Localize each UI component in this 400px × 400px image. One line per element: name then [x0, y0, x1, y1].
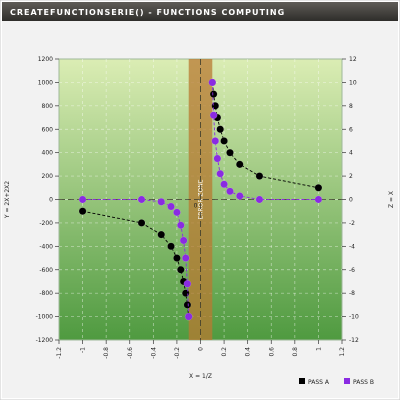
series-line-pass-b	[82, 199, 190, 317]
data-point-pass-a	[78, 207, 87, 216]
y-right-tick-label: 12	[349, 56, 357, 63]
legend: PASS A PASS B	[299, 378, 374, 386]
data-point-pass-b	[167, 202, 175, 211]
x-tick-label: -1.2	[56, 347, 63, 359]
x-tick-label: -0.6	[127, 347, 134, 359]
x-tick-label: -0.8	[103, 347, 110, 359]
data-point-pass-b	[216, 169, 225, 178]
data-point-pass-a	[216, 125, 225, 134]
y-right-tick-label: -6	[349, 267, 355, 274]
data-point-pass-b	[220, 180, 228, 189]
data-point-pass-b	[211, 137, 220, 145]
y-right-tick-label: -10	[349, 314, 359, 321]
data-point-pass-b	[255, 195, 264, 204]
x-axis-label: X = 1/Z	[189, 373, 212, 380]
y-right-tick-label: 6	[349, 126, 353, 133]
data-point-pass-a	[137, 219, 146, 227]
y-left-tick-label: 800	[42, 103, 54, 110]
error-zone-label: ERROR ZONE	[198, 179, 205, 219]
series-line-pass-a	[211, 82, 319, 189]
data-point-pass-a	[314, 183, 323, 192]
data-point-pass-b	[183, 279, 192, 288]
data-point-pass-a	[167, 242, 175, 251]
y-left-tick-label: -400	[39, 243, 53, 250]
x-tick-label: 0.2	[221, 347, 228, 357]
legend-label-pass-b: PASS B	[353, 379, 374, 386]
y-right-tick-label: -8	[349, 290, 355, 297]
x-tick-label: 0.4	[245, 347, 252, 357]
data-point-pass-b	[137, 195, 146, 204]
data-point-pass-b	[209, 111, 218, 120]
y-right-tick-label: -2	[349, 220, 355, 227]
data-point-pass-b	[314, 195, 323, 204]
series-line-pass-a	[82, 210, 190, 317]
y-right-tick-label: 0	[349, 197, 353, 204]
x-tick-label: 0	[198, 347, 205, 351]
y-right-tick-label: 8	[349, 103, 353, 110]
data-point-pass-a	[176, 265, 185, 274]
data-point-pass-b	[157, 197, 166, 206]
y-left-tick-label: 1000	[38, 79, 53, 86]
y-left-tick-label: 200	[42, 173, 54, 180]
y-left-tick-label: 0	[49, 197, 53, 204]
y-left-tick-label: -600	[39, 267, 53, 274]
y-right-tick-label: 4	[349, 150, 353, 157]
y-left-tick-label: -1200	[36, 337, 54, 344]
data-point-pass-a	[235, 160, 244, 169]
legend-swatch-pass-a	[299, 378, 305, 384]
y-left-tick-label: -200	[39, 220, 53, 227]
y-right-tick-label: -4	[349, 243, 355, 250]
data-point-pass-a	[255, 172, 264, 180]
data-point-pass-b	[179, 236, 188, 245]
data-point-pass-b	[208, 78, 217, 87]
data-point-pass-b	[173, 208, 181, 217]
data-point-pass-b	[213, 154, 222, 163]
data-point-pass-a	[173, 254, 181, 262]
data-point-pass-b	[226, 187, 234, 196]
data-point-pass-b	[181, 254, 190, 262]
data-point-pass-a	[220, 137, 228, 145]
data-point-pass-b	[78, 195, 87, 204]
x-tick-label: 1	[315, 347, 322, 351]
y-right-tick-label: 2	[349, 173, 353, 180]
y-left-tick-label: -1000	[36, 314, 54, 321]
series-line-pass-b	[211, 82, 319, 200]
x-tick-label: -1	[80, 347, 87, 353]
y-axis-right-label: Z = X	[388, 191, 395, 208]
data-point-pass-b	[235, 192, 244, 200]
x-tick-label: 0.8	[292, 347, 299, 357]
legend-swatch-pass-b	[344, 378, 350, 384]
data-point-pass-a	[157, 230, 166, 239]
y-right-tick-label: 10	[349, 79, 357, 86]
y-right-tick-label: -12	[349, 337, 359, 344]
x-tick-label: -0.2	[174, 347, 181, 359]
title-bar	[2, 2, 398, 21]
data-point-pass-a	[226, 148, 234, 157]
legend-label-pass-a: PASS A	[308, 379, 330, 386]
y-left-tick-label: 400	[42, 150, 54, 157]
data-point-pass-b	[184, 312, 193, 321]
axes: -1.2 -1 -0.8 -0.6 -0.4 -0.2 0 0.2 0.4 0.6 0.8 1 1.2-…	[36, 56, 359, 359]
y-left-tick-label: -800	[39, 290, 53, 297]
x-tick-label: -0.4	[150, 347, 157, 359]
y-left-tick-label: 1200	[38, 56, 53, 63]
series-layer	[78, 78, 323, 321]
x-tick-label: 1.2	[339, 347, 346, 357]
data-point-pass-a	[209, 90, 218, 98]
y-axis-left-label: Y = 2X+2X2	[4, 181, 11, 219]
x-tick-label: 0.6	[268, 347, 275, 357]
data-point-pass-a	[183, 301, 192, 309]
origin-label: 0	[194, 203, 198, 210]
data-point-pass-b	[176, 221, 185, 230]
chart-title: CREATEFUNCTIONSERIE() - FUNCTIONS COMPUT…	[10, 8, 285, 17]
y-left-tick-label: 600	[42, 126, 54, 133]
